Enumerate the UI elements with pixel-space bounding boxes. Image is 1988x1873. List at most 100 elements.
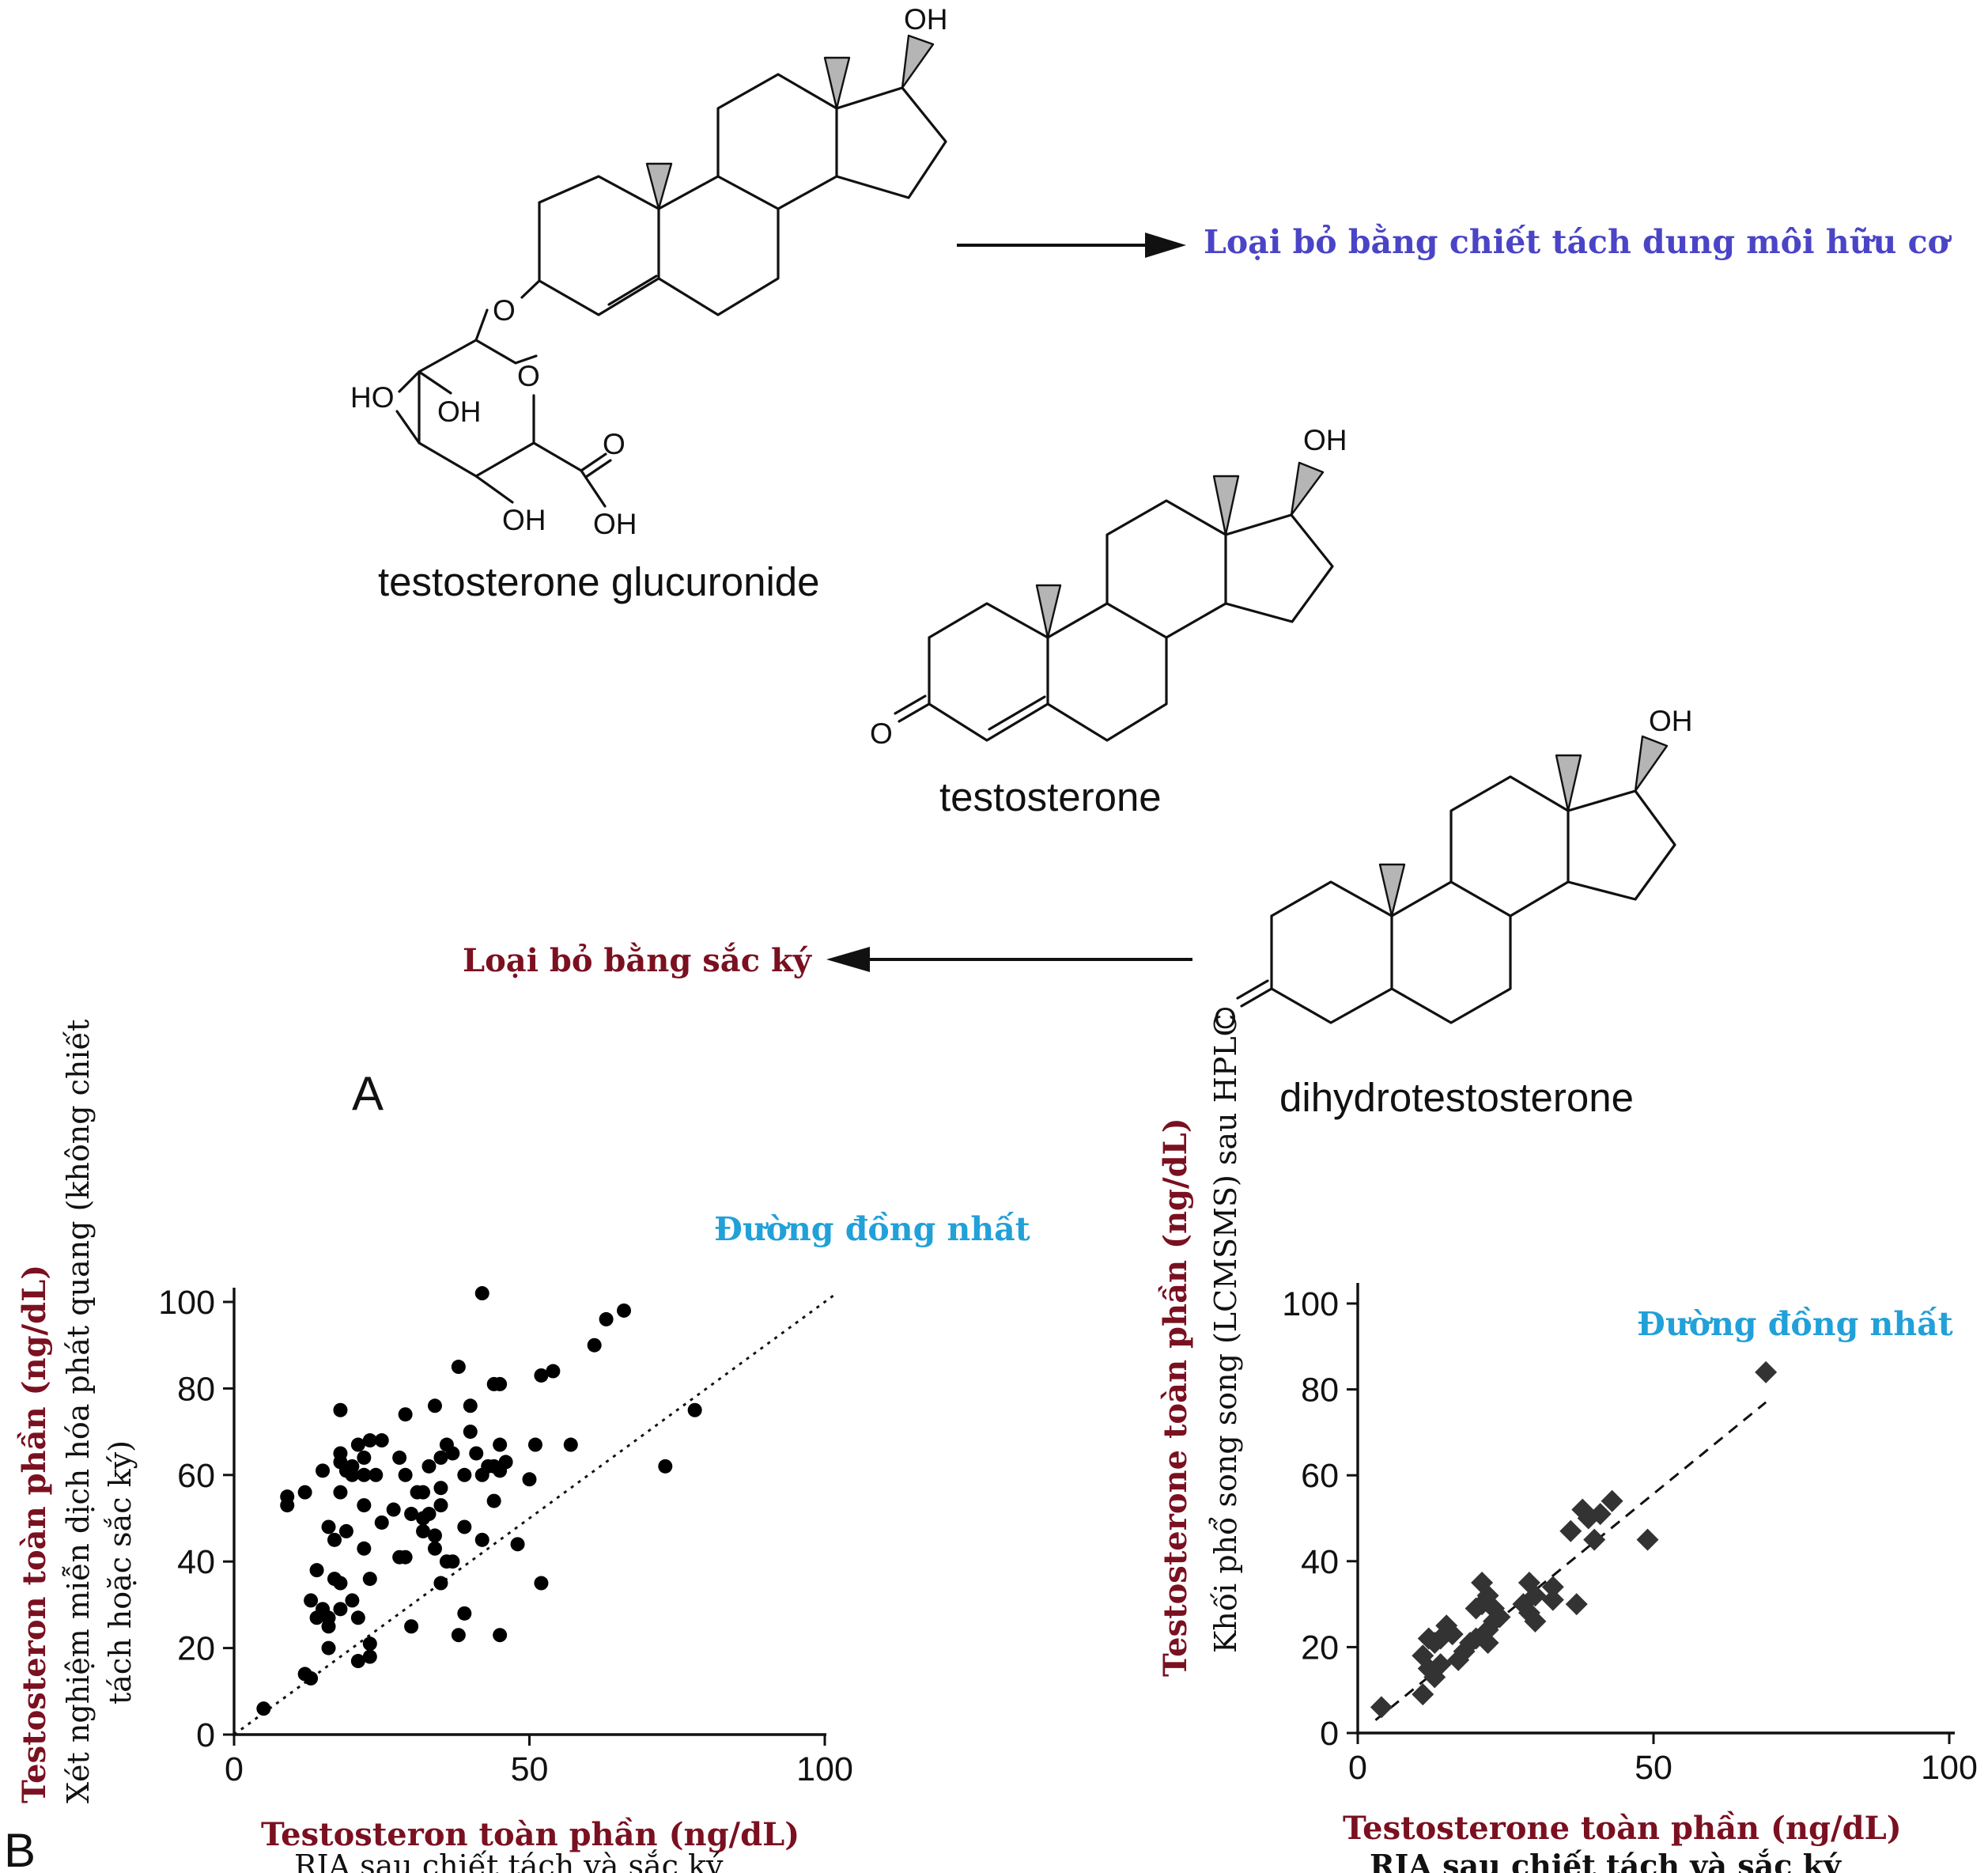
data-point — [1541, 1588, 1564, 1611]
data-point — [304, 1671, 319, 1686]
data-point — [1488, 1606, 1511, 1629]
data-point — [445, 1554, 460, 1569]
data-point — [1541, 1576, 1564, 1599]
data-point — [297, 1485, 312, 1500]
data-point — [350, 1437, 365, 1452]
data-point — [362, 1649, 377, 1664]
data-point — [404, 1507, 419, 1522]
data-point — [1524, 1584, 1547, 1607]
data-point — [392, 1450, 407, 1465]
atom-oh-label: OH — [1303, 424, 1347, 456]
atom-o-label: O — [870, 717, 893, 750]
data-point — [563, 1437, 578, 1452]
arrow-right — [957, 233, 1186, 258]
data-point — [1476, 1618, 1499, 1641]
x-tick-label: 100 — [796, 1750, 853, 1788]
data-point — [333, 1402, 348, 1417]
data-point — [474, 1286, 489, 1301]
y-tick-label: 20 — [1301, 1629, 1339, 1667]
data-point — [1565, 1593, 1588, 1616]
data-point — [416, 1523, 431, 1538]
x-tick-label: 0 — [225, 1750, 244, 1788]
data-point — [338, 1523, 353, 1538]
data-point — [498, 1455, 513, 1470]
y-tick-label: 40 — [1301, 1543, 1339, 1581]
data-point — [433, 1498, 448, 1513]
atom-o-label: O — [603, 428, 626, 460]
atom-o-label: O — [493, 294, 516, 327]
chromatography-label: Loại bỏ bằng sắc ký — [463, 942, 813, 979]
data-point — [309, 1563, 324, 1578]
data-point — [362, 1433, 377, 1448]
data-point — [493, 1376, 508, 1391]
molecule-dihydrotestosterone: OH O dihydrotestosterone — [1214, 705, 1693, 1120]
atom-oh-label: OH — [593, 508, 637, 540]
data-point — [1524, 1610, 1547, 1633]
data-point — [357, 1498, 372, 1513]
x-tick-label: 50 — [511, 1750, 549, 1788]
data-point — [546, 1364, 561, 1379]
data-point — [398, 1407, 413, 1422]
data-point — [421, 1459, 437, 1474]
data-point — [357, 1541, 372, 1556]
data-point — [357, 1450, 372, 1465]
data-point — [316, 1463, 331, 1478]
data-point — [345, 1593, 360, 1608]
data-point — [398, 1549, 413, 1565]
molecule-name-label: testosterone — [939, 774, 1162, 819]
data-point — [433, 1450, 448, 1465]
scatter-chart-immunoassay: 0 20 40 60 80 100 0 50 100 Đường đồng nhất Testo… — [16, 1020, 1030, 1873]
y-tick-label: 80 — [177, 1370, 215, 1408]
data-point — [350, 1610, 365, 1625]
y-axis-title: Testosterone toàn phần (ng/dL) — [1157, 1118, 1194, 1677]
data-point — [404, 1619, 419, 1634]
data-point — [1636, 1528, 1659, 1551]
data-point — [1589, 1503, 1612, 1526]
molecule-name-label: testosterone glucuronide — [378, 559, 820, 604]
identity-line — [233, 1292, 837, 1736]
data-point — [599, 1311, 614, 1326]
data-point — [427, 1541, 442, 1556]
data-point — [451, 1360, 466, 1375]
data-point — [304, 1593, 319, 1608]
data-point — [357, 1467, 372, 1482]
data-point — [321, 1640, 336, 1655]
identity-line-label: Đường đồng nhất — [1637, 1305, 1953, 1343]
data-point — [321, 1519, 336, 1534]
data-point — [362, 1637, 377, 1652]
y-tick-label: 60 — [1301, 1457, 1339, 1495]
data-point — [486, 1493, 501, 1508]
y-axis-subtitle: Xét nghiệm miễn dịch hóa phát quang (khô… — [61, 1020, 96, 1803]
atom-oh-label: OH — [502, 504, 546, 536]
y-axis-subtitle-line2: tách hoặc sắc ký) — [103, 1440, 138, 1705]
y-tick-label: 60 — [177, 1457, 215, 1495]
data-point — [280, 1498, 295, 1513]
data-point — [1412, 1683, 1434, 1706]
atom-oh-label: OH — [904, 3, 948, 36]
data-point — [534, 1368, 549, 1383]
data-point — [374, 1433, 389, 1448]
data-point — [522, 1472, 537, 1487]
data-point — [493, 1628, 508, 1643]
y-tick-label: 100 — [158, 1284, 215, 1322]
data-point — [457, 1467, 472, 1482]
data-point — [416, 1485, 431, 1500]
data-point — [427, 1528, 442, 1543]
x-tick-label: 100 — [1921, 1749, 1978, 1787]
data-point — [333, 1576, 348, 1591]
y-tick-label: 0 — [1320, 1715, 1339, 1753]
atom-o-label: O — [1214, 1002, 1237, 1035]
data-point — [474, 1532, 489, 1547]
atom-o-label: O — [517, 360, 540, 392]
data-point — [587, 1338, 602, 1353]
data-point — [421, 1507, 437, 1522]
data-point — [493, 1437, 508, 1452]
x-axis-subtitle: RIA sau chiết tách và sắc ký — [1370, 1848, 1842, 1873]
data-point — [1601, 1489, 1623, 1512]
atom-ho-label: HO — [350, 381, 395, 414]
x-tick-label: 0 — [1348, 1749, 1367, 1787]
data-point — [451, 1628, 466, 1643]
data-point — [534, 1576, 549, 1591]
atom-oh-label: OH — [437, 395, 482, 428]
data-point — [321, 1619, 336, 1634]
